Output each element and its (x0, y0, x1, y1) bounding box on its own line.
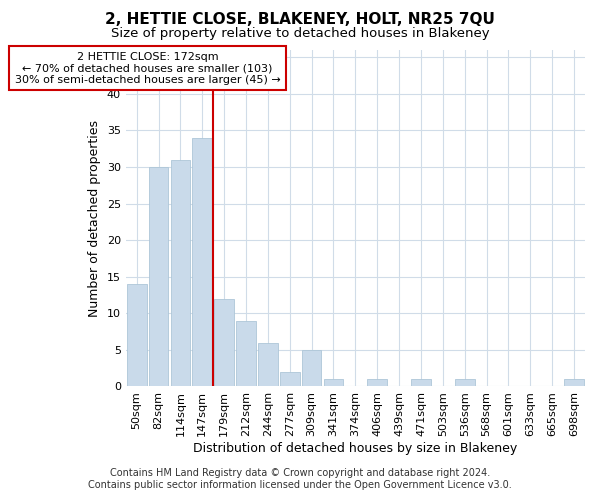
Text: Contains HM Land Registry data © Crown copyright and database right 2024.
Contai: Contains HM Land Registry data © Crown c… (88, 468, 512, 490)
Bar (170, 160, 190, 386)
Bar (127, 284, 146, 386)
Bar (236, 320, 256, 386)
Bar (214, 298, 234, 386)
Bar (411, 379, 431, 386)
Bar (455, 379, 475, 386)
X-axis label: Distribution of detached houses by size in Blakeney: Distribution of detached houses by size … (193, 442, 517, 455)
Bar (193, 138, 212, 386)
Bar (149, 167, 169, 386)
Y-axis label: Number of detached properties: Number of detached properties (88, 120, 101, 316)
Text: Size of property relative to detached houses in Blakeney: Size of property relative to detached ho… (110, 28, 490, 40)
Text: 2, HETTIE CLOSE, BLAKENEY, HOLT, NR25 7QU: 2, HETTIE CLOSE, BLAKENEY, HOLT, NR25 7Q… (105, 12, 495, 28)
Bar (302, 350, 322, 387)
Bar (564, 379, 584, 386)
Text: 2 HETTIE CLOSE: 172sqm
← 70% of detached houses are smaller (103)
30% of semi-de: 2 HETTIE CLOSE: 172sqm ← 70% of detached… (15, 52, 280, 85)
Bar (258, 342, 278, 386)
Bar (323, 379, 343, 386)
Bar (280, 372, 299, 386)
Bar (367, 379, 387, 386)
